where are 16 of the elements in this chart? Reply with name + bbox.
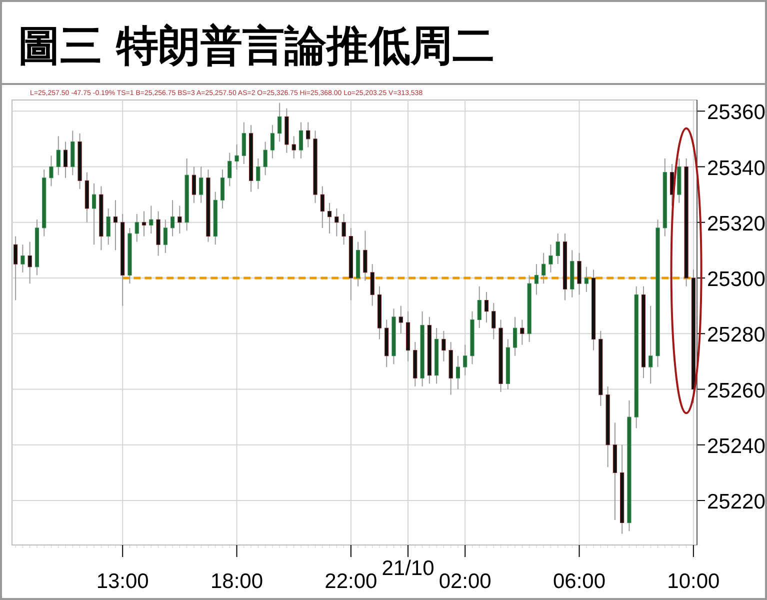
x-tick-label: 18:00 [210, 570, 264, 593]
x-tick-label: 10:00 [667, 570, 720, 593]
y-tick-label: 25240 [707, 434, 766, 458]
chart-title: 圖三 特朗普言論推低周二 [18, 21, 495, 70]
y-tick-label: 25340 [707, 156, 766, 180]
x-tick-label: 02:00 [438, 570, 492, 593]
y-tick-label: 25360 [707, 101, 766, 124]
x-tick-label: 22:00 [324, 570, 378, 593]
x-tick-label: 21/10 [382, 557, 434, 580]
y-tick-label: 25320 [707, 212, 766, 236]
y-tick-label: 25280 [707, 324, 766, 347]
x-tick-label: 06:00 [552, 570, 606, 593]
y-tick-label: 25300 [707, 268, 766, 291]
y-tick-label: 25260 [707, 379, 766, 402]
x-tick-label: 13:00 [96, 570, 149, 593]
y-tick-label: 25220 [707, 490, 766, 514]
